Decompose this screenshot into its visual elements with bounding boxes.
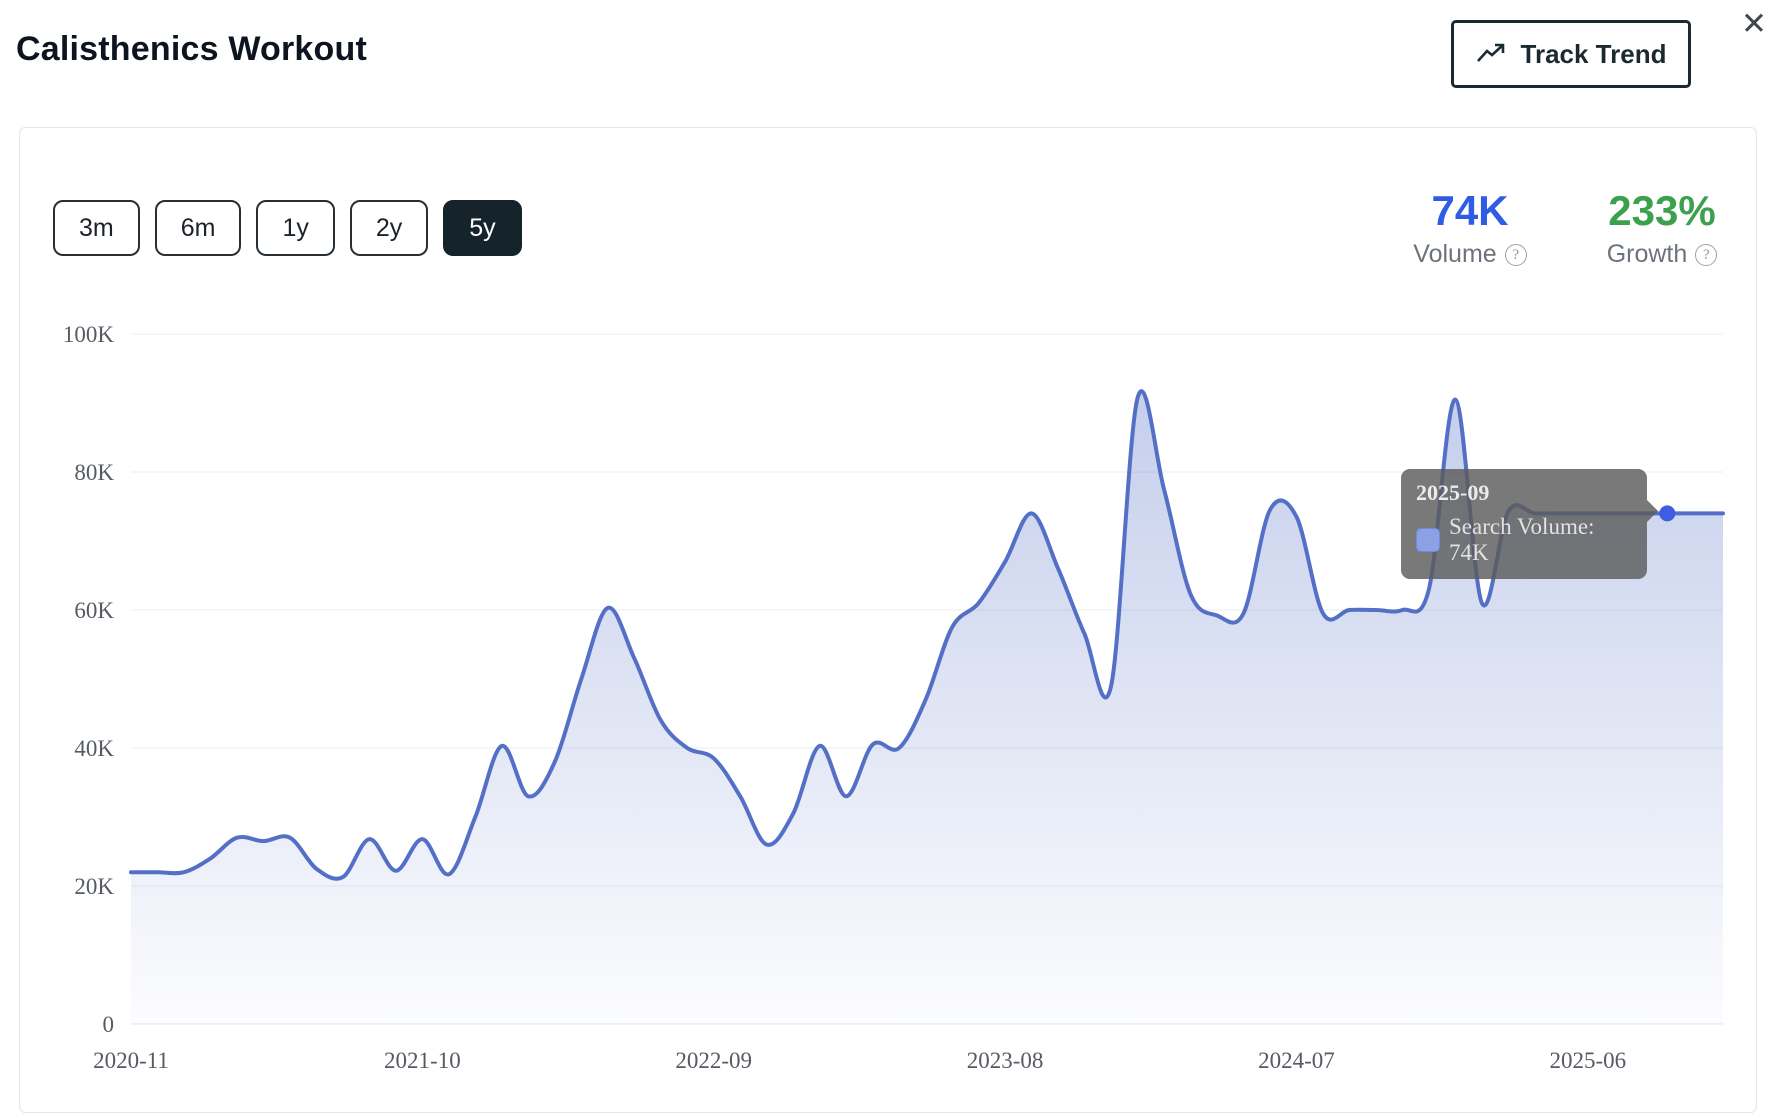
close-icon: ✕ — [1741, 6, 1767, 41]
close-button[interactable]: ✕ — [1732, 2, 1776, 46]
time-range-6m[interactable]: 6m — [154, 200, 242, 256]
time-range-1y[interactable]: 1y — [256, 200, 335, 256]
x-axis-label-2025-06: 2025-06 — [1550, 1048, 1627, 1073]
trend-chart[interactable]: 0 20K 40K 60K 80K 100K 2020-11 2021-10 2022-09 20… — [20, 128, 1756, 1112]
y-axis-label-60K: 60K — [74, 598, 114, 623]
volume-value: 74K — [1431, 187, 1509, 234]
x-axis-label-2022-09: 2022-09 — [675, 1048, 752, 1073]
time-range-2y[interactable]: 2y — [349, 200, 429, 256]
series-line — [129, 389, 1725, 881]
y-axis-label-100K: 100K — [63, 322, 115, 347]
x-axis-label-2020-11: 2020-11 — [93, 1048, 169, 1073]
time-range-group: 3m 6m 1y 2y 5y — [53, 200, 522, 256]
trend-up-icon — [1476, 43, 1504, 62]
y-axis-label-40K: 40K — [74, 736, 114, 761]
hovered-point-dot — [1659, 505, 1676, 522]
y-axis-label-0: 0 — [103, 1012, 115, 1037]
chart-card: 0 20K 40K 60K 80K 100K 2020-11 2021-10 2022-09 20… — [19, 127, 1757, 1113]
page-title: Calisthenics Workout — [16, 30, 367, 68]
x-axis-label-2021-10: 2021-10 — [384, 1048, 461, 1073]
x-axis-label-2024-07: 2024-07 — [1258, 1048, 1335, 1073]
track-trend-button[interactable]: Track Trend — [1451, 20, 1691, 88]
volume-stat: 74K Volume ? — [1400, 189, 1540, 269]
time-range-5y[interactable]: 5y — [443, 200, 522, 256]
y-axis-label-20K: 20K — [74, 874, 114, 899]
volume-help-icon[interactable]: ? — [1504, 243, 1527, 266]
growth-label: Growth — [1606, 240, 1688, 268]
track-trend-label: Track Trend — [1520, 38, 1667, 69]
growth-help-icon[interactable]: ? — [1695, 243, 1718, 266]
growth-stat: 233% Growth ? — [1592, 189, 1732, 269]
x-axis-label-2023-08: 2023-08 — [967, 1048, 1044, 1073]
y-axis-label-80K: 80K — [74, 460, 114, 485]
series-area-fill — [131, 391, 1723, 1025]
growth-value: 233% — [1608, 187, 1716, 234]
volume-label: Volume — [1413, 240, 1497, 268]
time-range-3m[interactable]: 3m — [53, 200, 140, 256]
